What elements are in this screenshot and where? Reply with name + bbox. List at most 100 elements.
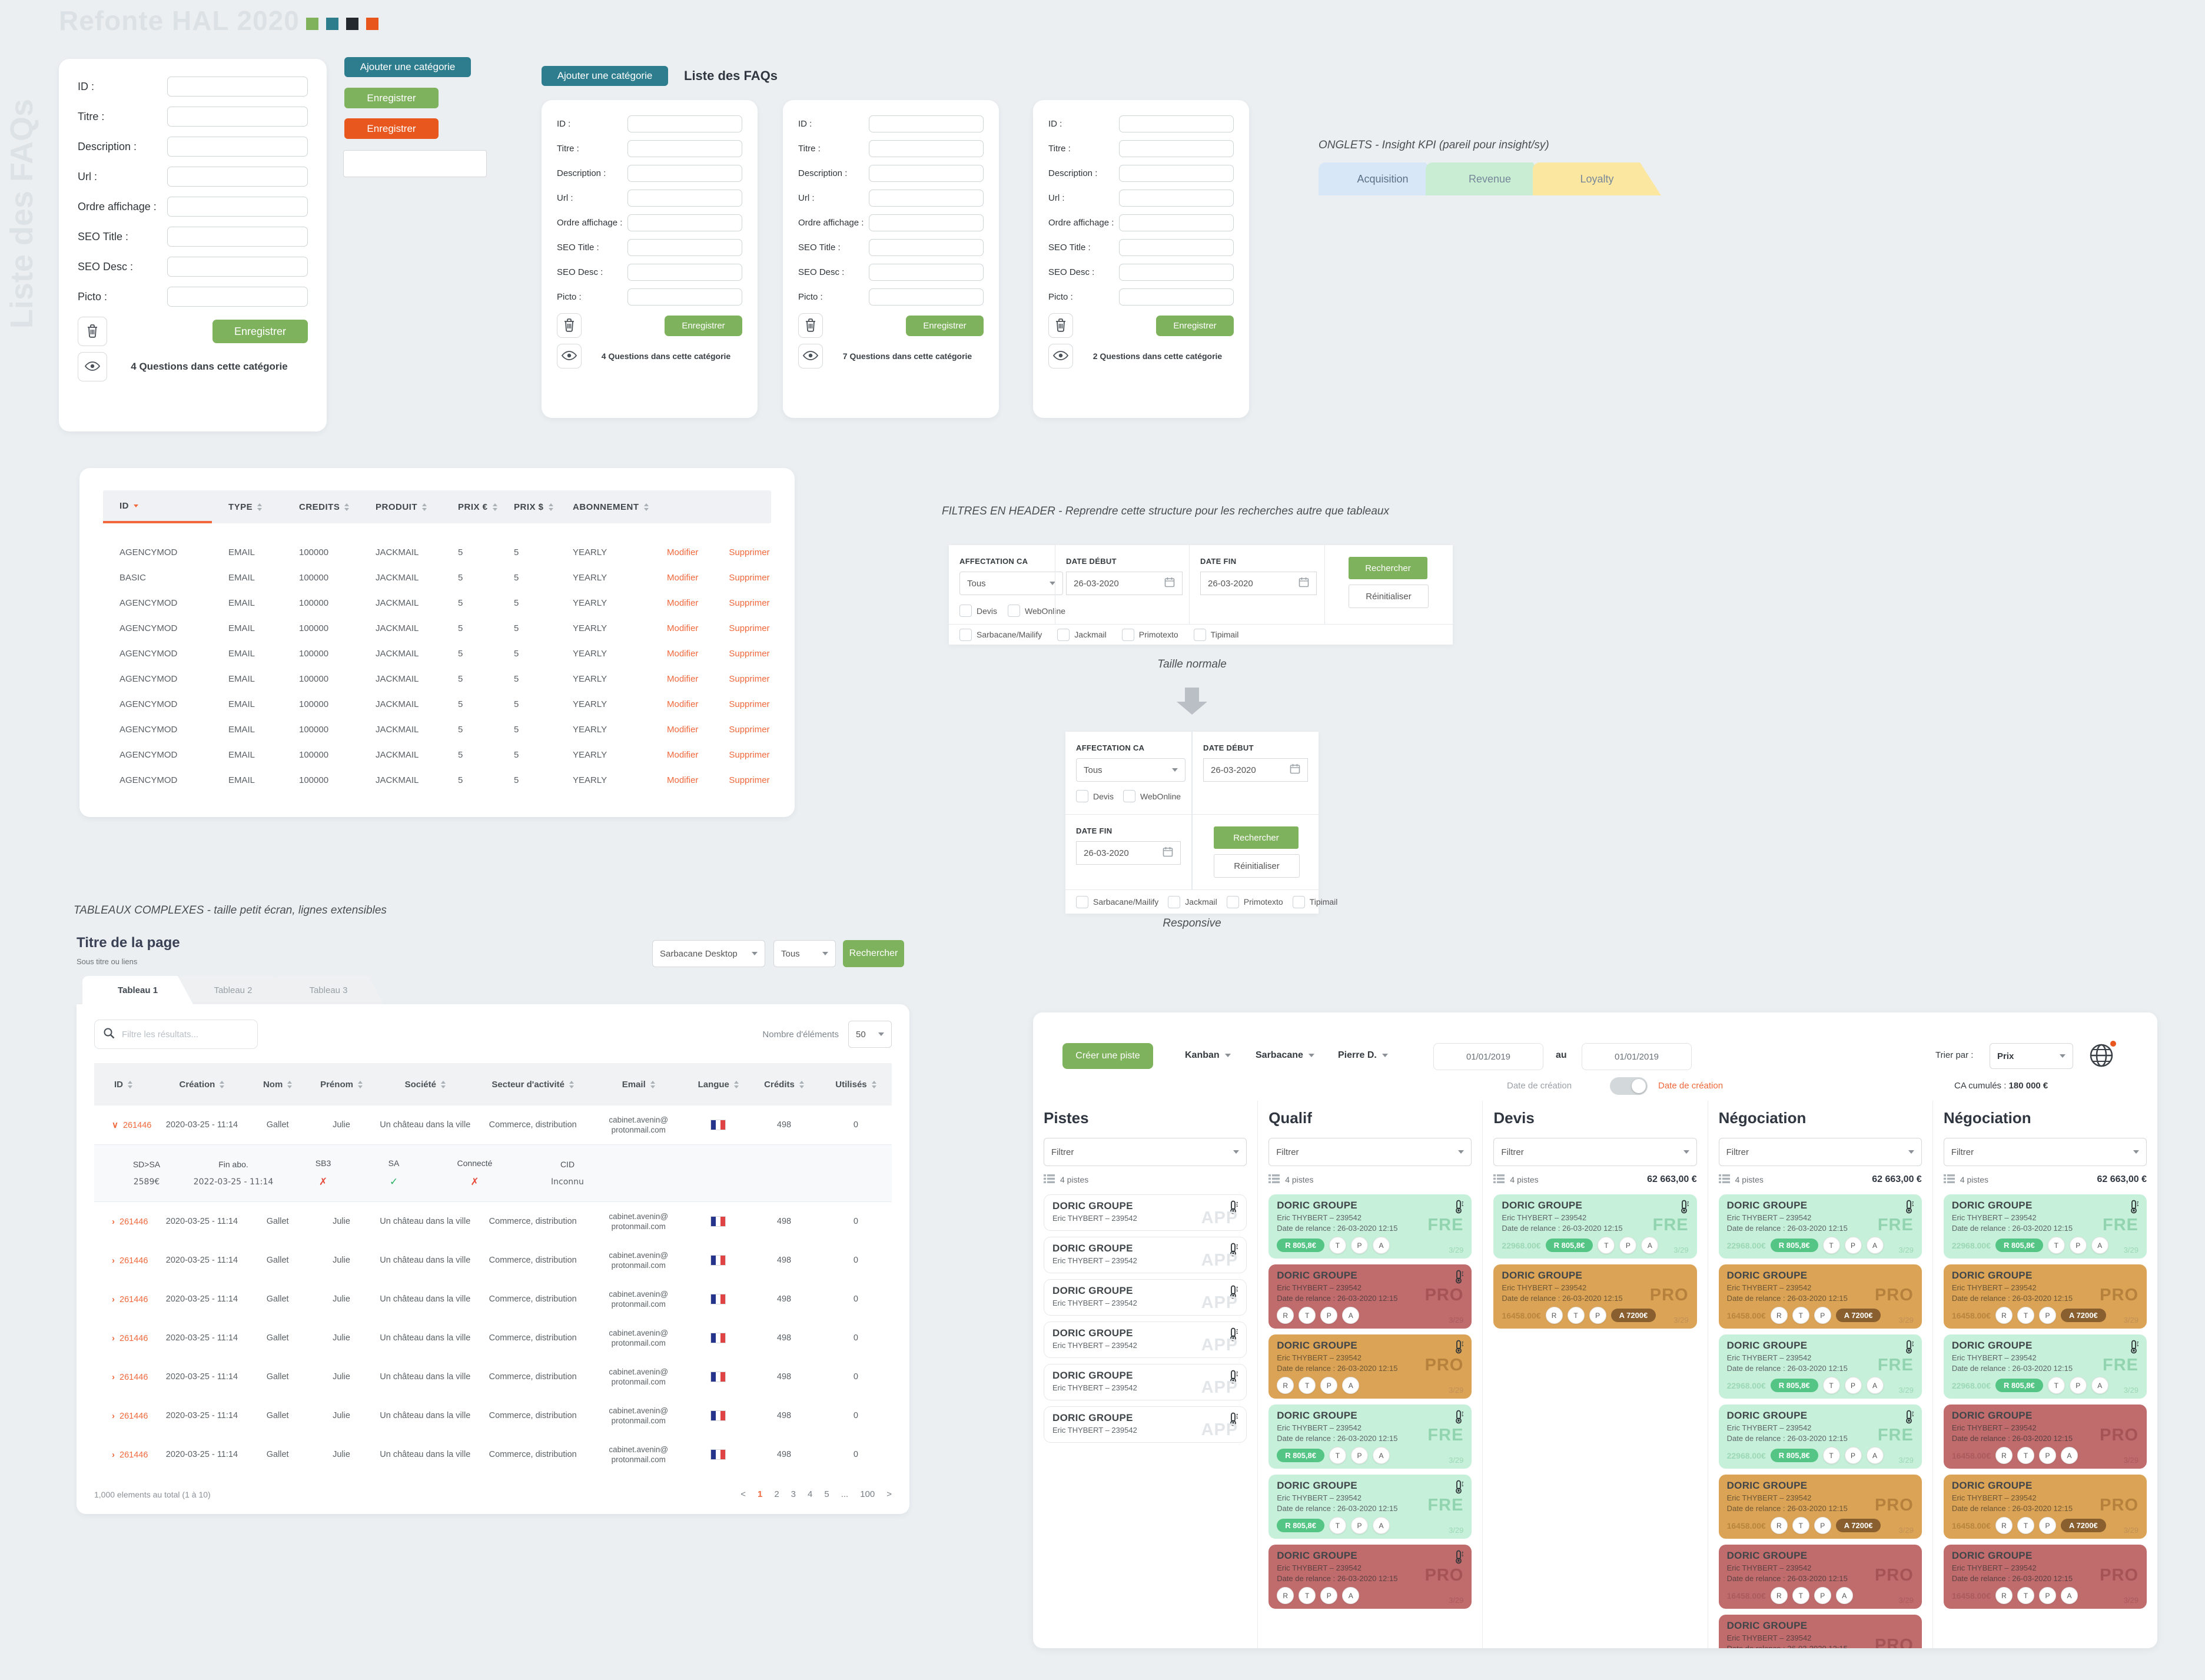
field-input[interactable] xyxy=(869,115,984,132)
column-filter-select[interactable]: Filtrer xyxy=(1718,1138,1922,1166)
field-input[interactable] xyxy=(167,227,308,247)
chevron-right-icon[interactable]: › xyxy=(112,1294,115,1304)
field-input[interactable] xyxy=(167,77,308,97)
kanban-card[interactable]: DORIC GROUPE Eric THYBERT – 239542 APP xyxy=(1044,1279,1247,1316)
globe-icon[interactable] xyxy=(2088,1041,2116,1069)
kanban-card[interactable]: DORIC GROUPE Eric THYBERT – 239542 Date de… xyxy=(1943,1334,2147,1399)
column-header[interactable]: TYPE xyxy=(212,490,283,523)
kanban-card[interactable]: DORIC GROUPE Eric THYBERT – 239542 Date de… xyxy=(1718,1405,1922,1469)
field-input[interactable] xyxy=(1119,288,1234,306)
kpi-tab-revenue[interactable]: Revenue xyxy=(1426,162,1554,195)
field-input[interactable] xyxy=(1119,190,1234,207)
modify-link[interactable]: Modifier xyxy=(667,674,699,684)
column-filter-select[interactable]: Filtrer xyxy=(1943,1138,2147,1166)
field-input[interactable] xyxy=(1119,214,1234,231)
field-input[interactable] xyxy=(627,288,742,306)
table-row[interactable]: › 261446 2020-03-25 - 11:14 Gallet Julie Un c… xyxy=(94,1280,892,1319)
kanban-card[interactable]: DORIC GROUPE Eric THYBERT – 239542 APP xyxy=(1044,1237,1247,1273)
field-input[interactable] xyxy=(167,287,308,307)
page-2[interactable]: 2 xyxy=(774,1489,779,1499)
field-input[interactable] xyxy=(627,264,742,281)
table-row[interactable]: › 261446 2020-03-25 - 11:14 Gallet Julie Un c… xyxy=(94,1202,892,1241)
kanban-card[interactable]: DORIC GROUPE Eric THYBERT – 239542 Date de… xyxy=(1268,1194,1472,1259)
sort-select[interactable]: Prix xyxy=(1990,1043,2073,1069)
field-input[interactable] xyxy=(1119,165,1234,182)
product-dropdown[interactable]: Sarbacane xyxy=(1256,1050,1314,1061)
column-filter-select[interactable]: Filtrer xyxy=(1493,1138,1697,1166)
field-input[interactable] xyxy=(1119,264,1234,281)
kanban-card[interactable]: DORIC GROUPE Eric THYBERT – 239542 Date de… xyxy=(1718,1545,1922,1609)
field-input[interactable] xyxy=(869,214,984,231)
field-input[interactable] xyxy=(627,239,742,256)
delete-button[interactable] xyxy=(78,317,107,346)
column-header[interactable]: Prénom xyxy=(310,1080,373,1090)
column-header[interactable]: PRIX € xyxy=(441,490,497,523)
field-input[interactable] xyxy=(167,107,308,127)
field-input[interactable] xyxy=(167,167,308,187)
kanban-card[interactable]: DORIC GROUPE Eric THYBERT – 239542 Date de… xyxy=(1718,1194,1922,1259)
checkbox[interactable] xyxy=(1226,895,1239,908)
delete-link[interactable]: Supprimer xyxy=(729,750,770,760)
column-header[interactable]: ID xyxy=(103,490,212,523)
checkbox[interactable] xyxy=(1193,628,1206,641)
affectation-select[interactable]: Tous xyxy=(1076,758,1185,782)
chevron-right-icon[interactable]: › xyxy=(112,1449,115,1460)
kpi-tab-acquisition[interactable]: Acquisition xyxy=(1319,162,1447,195)
create-lead-button[interactable]: Créer une piste xyxy=(1062,1043,1153,1069)
page-100[interactable]: 100 xyxy=(860,1489,875,1499)
column-header[interactable]: ID xyxy=(94,1080,158,1090)
date-fin-input[interactable]: 26-03-2020 xyxy=(1200,572,1317,595)
column-header[interactable]: PRIX $ xyxy=(497,490,556,523)
table-row[interactable]: › 261446 2020-03-25 - 11:14 Gallet Julie Un c… xyxy=(94,1435,892,1474)
column-header[interactable]: Création xyxy=(158,1080,245,1090)
checkbox[interactable] xyxy=(959,628,972,641)
search-button[interactable]: Rechercher xyxy=(1349,557,1427,579)
page-1[interactable]: 1 xyxy=(757,1489,763,1499)
checkbox[interactable] xyxy=(1076,895,1088,908)
search-button[interactable]: Rechercher xyxy=(843,940,904,967)
save-button-green[interactable]: Enregistrer xyxy=(344,88,439,108)
kanban-card[interactable]: DORIC GROUPE Eric THYBERT – 239542 Date de… xyxy=(1718,1334,1922,1399)
delete-button[interactable] xyxy=(557,313,582,338)
tab-tableau-3[interactable]: Tableau 3 xyxy=(273,976,384,1004)
field-input[interactable] xyxy=(627,214,742,231)
save-button[interactable]: Enregistrer xyxy=(212,320,308,343)
kanban-card[interactable]: DORIC GROUPE Eric THYBERT – 239542 Date de… xyxy=(1718,1615,1922,1648)
field-input[interactable] xyxy=(627,165,742,182)
modify-link[interactable]: Modifier xyxy=(667,649,699,659)
page-...[interactable]: ... xyxy=(841,1489,849,1499)
chevron-expanded-icon[interactable]: ∨ xyxy=(112,1120,118,1130)
page->[interactable]: > xyxy=(886,1489,892,1499)
column-header[interactable]: Secteur d'activité xyxy=(477,1080,589,1090)
view-dropdown[interactable]: Kanban xyxy=(1185,1050,1231,1061)
delete-link[interactable]: Supprimer xyxy=(729,699,770,709)
save-button[interactable]: Enregistrer xyxy=(906,315,984,336)
date-from-input[interactable]: 01/01/2019 xyxy=(1433,1043,1543,1070)
kanban-card[interactable]: DORIC GROUPE Eric THYBERT – 239542 APP xyxy=(1044,1364,1247,1400)
kanban-card[interactable]: DORIC GROUPE Eric THYBERT – 239542 Date de… xyxy=(1268,1475,1472,1539)
kanban-card[interactable]: DORIC GROUPE Eric THYBERT – 239542 Date de… xyxy=(1268,1334,1472,1399)
modify-link[interactable]: Modifier xyxy=(667,775,699,785)
tab-tableau-1[interactable]: Tableau 1 xyxy=(82,976,193,1004)
modify-link[interactable]: Modifier xyxy=(667,573,699,583)
column-filter-select[interactable]: Filtrer xyxy=(1044,1138,1247,1166)
column-header[interactable]: Utilisés xyxy=(820,1080,892,1090)
chevron-right-icon[interactable]: › xyxy=(112,1372,115,1382)
checkbox[interactable] xyxy=(1292,895,1305,908)
field-input[interactable] xyxy=(1119,115,1234,132)
modify-link[interactable]: Modifier xyxy=(667,725,699,735)
column-header[interactable]: Société xyxy=(373,1080,477,1090)
field-input[interactable] xyxy=(869,190,984,207)
page-3[interactable]: 3 xyxy=(791,1489,796,1499)
date-fin-input[interactable]: 26-03-2020 xyxy=(1076,841,1181,865)
checkbox[interactable] xyxy=(1168,895,1181,908)
delete-link[interactable]: Supprimer xyxy=(729,674,770,684)
field-input[interactable] xyxy=(167,257,308,277)
delete-link[interactable]: Supprimer xyxy=(729,547,770,557)
tab-tableau-2[interactable]: Tableau 2 xyxy=(178,976,288,1004)
delete-button[interactable] xyxy=(798,313,823,338)
add-category-button[interactable]: Ajouter une catégorie xyxy=(344,57,471,77)
affectation-select[interactable]: Tous xyxy=(959,572,1063,595)
field-input[interactable] xyxy=(869,165,984,182)
column-header[interactable]: PRODUIT xyxy=(359,490,441,523)
